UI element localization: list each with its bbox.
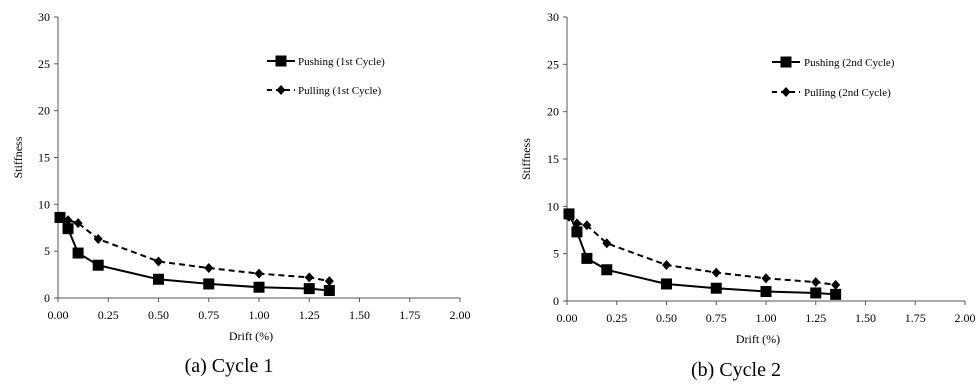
legend-entry: Pushing (2nd Cycle) [772,56,895,69]
data-point-diamond [811,277,821,288]
data-point-diamond [254,268,264,279]
data-point-diamond [662,260,671,271]
y-tick-label: 30 [38,10,50,24]
y-tick-label: 30 [547,10,559,24]
data-point-square [760,286,772,298]
data-point-diamond [63,215,73,226]
x-axis-title: Drift (%) [229,329,273,343]
legend-label: Pushing (1st Cycle) [298,56,385,68]
y-axis-title: Stiffness [11,136,25,178]
y-tick-label: 0 [44,291,50,305]
x-tick-label: 0.00 [557,311,578,325]
legend-marker-diamond [276,85,286,95]
y-tick-label: 0 [553,294,559,308]
legend-label: Pushing (2nd Cycle) [804,57,895,69]
series-line [59,215,330,283]
x-tick-label: 1.75 [399,308,420,322]
x-tick-label: 1.50 [349,308,370,322]
figure-caption: (a) Cycle 1 [185,355,274,377]
data-point-square [710,282,722,294]
figure-caption: (b) Cycle 2 [691,359,781,381]
series-line [59,216,330,292]
x-tick-label: 2.00 [955,311,976,325]
data-point-diamond [602,238,612,249]
data-point-diamond [73,218,83,229]
legend-entry: Pulling (1st Cycle) [267,85,381,97]
data-point-square [810,287,822,299]
x-tick-label: 1.00 [249,308,270,322]
y-tick-label: 25 [38,57,50,71]
x-tick-label: 0.00 [48,308,69,322]
y-tick-label: 5 [553,247,559,261]
legend-entry: Pushing (1st Cycle) [267,55,385,68]
data-point-diamond [564,211,574,222]
data-point-diamond [154,256,163,267]
series-line [568,213,836,296]
data-point-square [661,278,672,290]
x-tick-label: 0.25 [606,311,627,325]
data-point-diamond [582,220,592,231]
data-point-square [253,281,265,293]
x-tick-label: 0.25 [98,308,119,322]
data-point-diamond [711,267,721,278]
y-tick-label: 10 [38,197,50,211]
data-point-square [601,264,613,276]
data-point-square [92,259,104,271]
data-point-diamond [324,276,334,287]
y-tick-label: 10 [547,199,559,213]
series-pushing [563,208,842,300]
x-tick-label: 0.75 [706,311,727,325]
data-point-square [303,283,315,295]
x-tick-label: 0.50 [148,308,169,322]
data-point-diamond [204,263,214,274]
y-tick-label: 20 [38,104,50,118]
x-tick-label: 1.00 [756,311,777,325]
x-tick-label: 1.25 [805,311,826,325]
y-tick-label: 20 [547,105,559,119]
data-point-square [153,273,164,285]
legend-label: Pulling (2nd Cycle) [804,87,891,99]
data-point-square [323,285,335,297]
data-point-square [72,247,84,259]
x-tick-label: 0.50 [656,311,677,325]
data-point-square [571,226,583,238]
x-tick-label: 0.75 [198,308,219,322]
x-tick-label: 2.00 [450,308,471,322]
data-point-diamond [304,272,314,283]
y-tick-label: 15 [38,151,50,165]
data-point-diamond [55,211,65,222]
chart-panel-1: 0 5 10 15 20 25 30 0.00 0.25 0.50 0.75 1.00 1.25 1.50… [11,10,471,377]
data-point-diamond [572,218,582,229]
x-tick-label: 1.25 [299,308,320,322]
legend-marker-square [275,55,287,67]
legend-entry: Pulling (2nd Cycle) [772,87,891,99]
data-point-square [62,223,74,235]
chart-panel-2: 0 5 10 15 20 25 30 0.00 0.25 0.50 0.75 1.00 1.25 1.50… [519,10,976,381]
series-pushing [54,211,335,297]
legend-label: Pulling (1st Cycle) [298,85,381,97]
legend-marker-diamond [781,87,791,97]
data-point-square [830,288,842,300]
data-point-square [581,252,593,264]
y-tick-label: 25 [547,57,559,71]
legend-marker-square [780,56,792,68]
y-tick-label: 15 [547,152,559,166]
data-point-square [203,278,215,290]
x-tick-label: 1.75 [905,311,926,325]
x-tick-label: 1.50 [855,311,876,325]
series-pulling [564,211,841,290]
y-tick-label: 5 [44,244,50,258]
y-axis-title: Stiffness [519,138,533,180]
x-axis-title: Drift (%) [736,332,780,346]
series-pulling [55,211,334,287]
data-point-diamond [93,233,103,244]
data-point-diamond [761,273,771,284]
data-point-diamond [831,279,841,290]
